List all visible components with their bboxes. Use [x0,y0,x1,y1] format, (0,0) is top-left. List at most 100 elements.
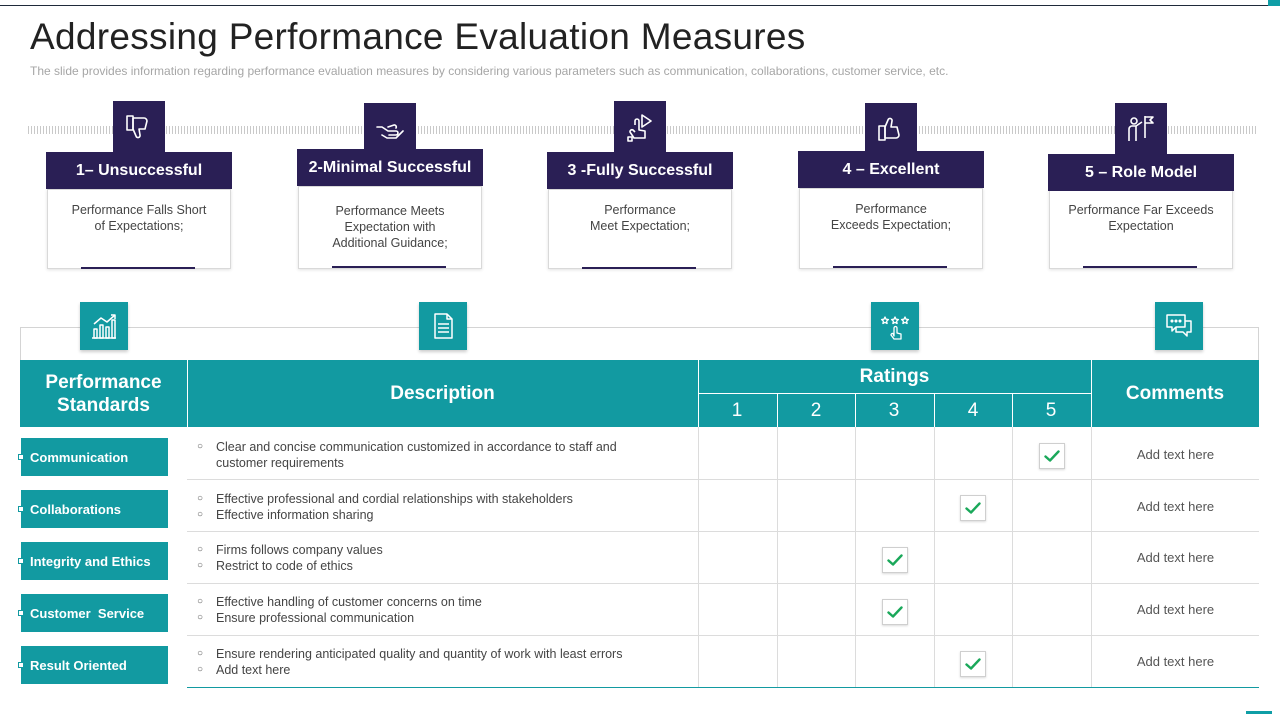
level-card-1: 1– Unsuccessful Performance Falls Short … [46,101,232,271]
label-marker [18,506,24,512]
standard-text: Collaborations [30,501,122,517]
table-bottom-rule [187,687,1259,688]
level-card-3: 3 -Fully Successful Performance Meet Exp… [547,101,733,271]
level-1-line-1: Performance Falls Short [71,203,207,217]
label-marker [18,454,24,460]
description-bullet: Ensure professional communication [197,610,692,626]
grid-line [1012,427,1013,688]
level-4-label: 4 – Excellent [798,151,984,188]
hand-pointer-icon [614,101,666,153]
header-divider [855,394,856,427]
check-icon [887,554,903,566]
label-marker [18,558,24,564]
rating-header-2: 2 [810,399,822,421]
grid-line [1091,427,1092,688]
top-rule [0,5,1268,6]
header-divider [187,360,188,427]
level-5-line-1: Performance Far Exceeds [1068,203,1214,217]
standard-label-result-oriented: Result Oriented [18,646,168,684]
description-bullet: Effective information sharing [197,507,692,523]
header-performance-standards: Performance Standards [20,360,187,427]
label-marker [18,610,24,616]
header-comments: Comments [1125,382,1225,404]
rating-header-5: 5 [1045,399,1057,421]
check-icon [965,658,981,670]
level-card-5: 5 – Role Model Performance Far Exceeds E… [1048,103,1234,271]
level-1-line-2: of Expectations; [94,219,184,233]
document-icon [419,302,467,350]
header-description: Description [390,382,495,404]
helping-hand-icon [364,103,416,155]
description-continuation: customer requirements [216,456,344,470]
standard-text: Customer Service [30,605,145,621]
level-3-description: Performance Meet Expectation; [548,189,732,269]
growth-chart-icon [80,302,128,350]
header-divider [698,393,1091,394]
description-bullet: Effective professional and cordial relat… [197,491,692,507]
thumbs-down-icon [113,101,165,153]
top-accent [1268,0,1280,6]
level-1-description: Performance Falls Short of Expectations; [47,189,231,269]
level-4-underline [833,266,947,268]
level-4-line-1: Performance [855,202,927,216]
check-icon [965,502,981,514]
level-5-line-2: Expectation [1108,219,1174,233]
header-divider [777,394,778,427]
grid-line [187,531,1259,532]
standard-label-integrity-and-ethics: Integrity and Ethics [18,542,168,580]
level-3-line-1: Performance [604,203,676,217]
level-3-label: 3 -Fully Successful [547,152,733,189]
rating-header-4: 4 [967,399,979,421]
description-bullet: Clear and concise communication customiz… [197,439,692,455]
grid-line [187,635,1259,636]
description-bullet: Restrict to code of ethics [197,558,692,574]
page-title: Addressing Performance Evaluation Measur… [30,16,806,57]
header-standards-line-1: Performance [45,371,162,393]
row-4-description: Effective handling of customer concerns … [197,594,692,626]
standard-label-communication: Communication [18,438,168,476]
header-divider [1012,394,1013,427]
standard-label-customer-service: Customer Service [18,594,168,632]
standard-label-collaborations: Collaborations [18,490,168,528]
rating-checkmark [882,599,908,625]
check-icon [1044,450,1060,462]
header-divider [934,394,935,427]
description-bullet: Ensure rendering anticipated quality and… [197,646,692,662]
description-bullet: Add text here [197,662,692,678]
row-5-comment: Add text here [1136,654,1215,669]
table-panel-frame [20,327,1259,361]
level-2-description: Performance Meets Expectation with Addit… [298,186,482,269]
row-3-description: Firms follows company values Restrict to… [197,542,692,574]
level-2-label: 2-Minimal Successful [297,149,483,186]
row-2-comment: Add text here [1136,499,1215,514]
standard-text: Integrity and Ethics [30,553,151,569]
grid-line [187,479,1259,480]
level-2-underline [332,266,446,268]
rating-checkmark [882,547,908,573]
row-1-description: Clear and concise communication customiz… [197,439,692,471]
level-5-label: 5 – Role Model [1048,154,1234,191]
level-5-description: Performance Far Exceeds Expectation [1049,189,1233,269]
row-4-comment: Add text here [1136,602,1215,617]
rating-checkmark [960,651,986,677]
header-standards-line-2: Standards [57,394,150,416]
grid-line [855,427,856,688]
row-3-comment: Add text here [1136,550,1215,565]
level-3-line-2: Meet Expectation; [589,219,691,233]
rating-checkmark [960,495,986,521]
level-4-description: Performance Exceeds Expectation; [799,188,983,269]
page-subtitle: The slide provides information regarding… [30,64,949,78]
rating-header-1: 1 [731,399,743,421]
grid-line [698,427,699,688]
level-3-underline [582,267,696,269]
check-icon [887,606,903,618]
standard-text: Result Oriented [30,657,127,673]
standard-text: Communication [30,449,129,465]
level-5-underline [1083,266,1197,268]
description-bullet: Effective handling of customer concerns … [197,594,692,610]
grid-line [777,427,778,688]
person-flag-icon [1115,103,1167,155]
row-2-description: Effective professional and cordial relat… [197,491,692,523]
rating-checkmark [1039,443,1065,469]
row-5-description: Ensure rendering anticipated quality and… [197,646,692,678]
